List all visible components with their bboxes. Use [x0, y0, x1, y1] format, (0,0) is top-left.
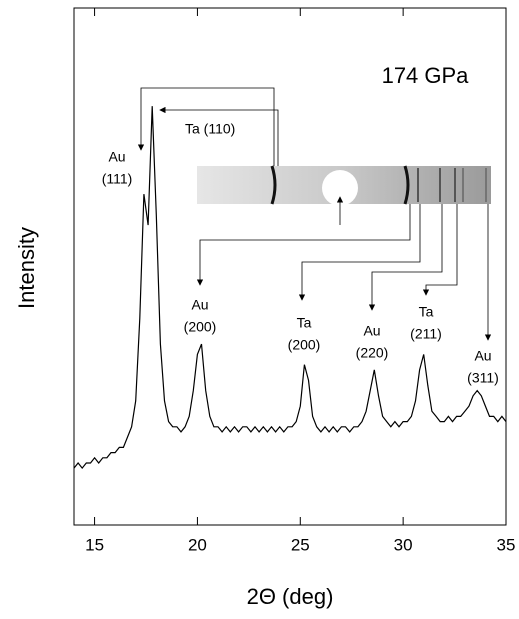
diffraction-image: [197, 165, 491, 225]
peak-label: (311): [467, 370, 499, 386]
spectrum-line: [73, 106, 507, 470]
peak-label: Au: [474, 348, 491, 364]
connectors: [137, 87, 492, 341]
peak-label: Ta: [419, 304, 434, 320]
peak-label: (111): [102, 171, 133, 187]
x-tick-label: 25: [291, 535, 310, 554]
peak-label: Ta (110): [185, 121, 235, 137]
peak-label: Au: [363, 323, 380, 339]
peak-label: Ta: [297, 315, 312, 331]
x-tick-label: 15: [85, 535, 104, 554]
x-tick-label: 30: [394, 535, 413, 554]
peak-label: Au: [191, 297, 208, 313]
pressure-annotation: 174 GPa: [382, 63, 470, 88]
x-tick-label: 20: [188, 535, 207, 554]
peak-label: (220): [356, 345, 389, 361]
peak-label: (200): [288, 337, 321, 353]
x-axis-label: 2Θ (deg): [247, 584, 334, 609]
peak-label: (211): [410, 326, 442, 342]
peak-label: Au: [108, 149, 125, 165]
y-axis-label: Intensity: [14, 227, 39, 309]
plot-frame: [73, 7, 507, 526]
x-tick-label: 35: [497, 535, 516, 554]
peak-label: (200): [184, 319, 217, 335]
